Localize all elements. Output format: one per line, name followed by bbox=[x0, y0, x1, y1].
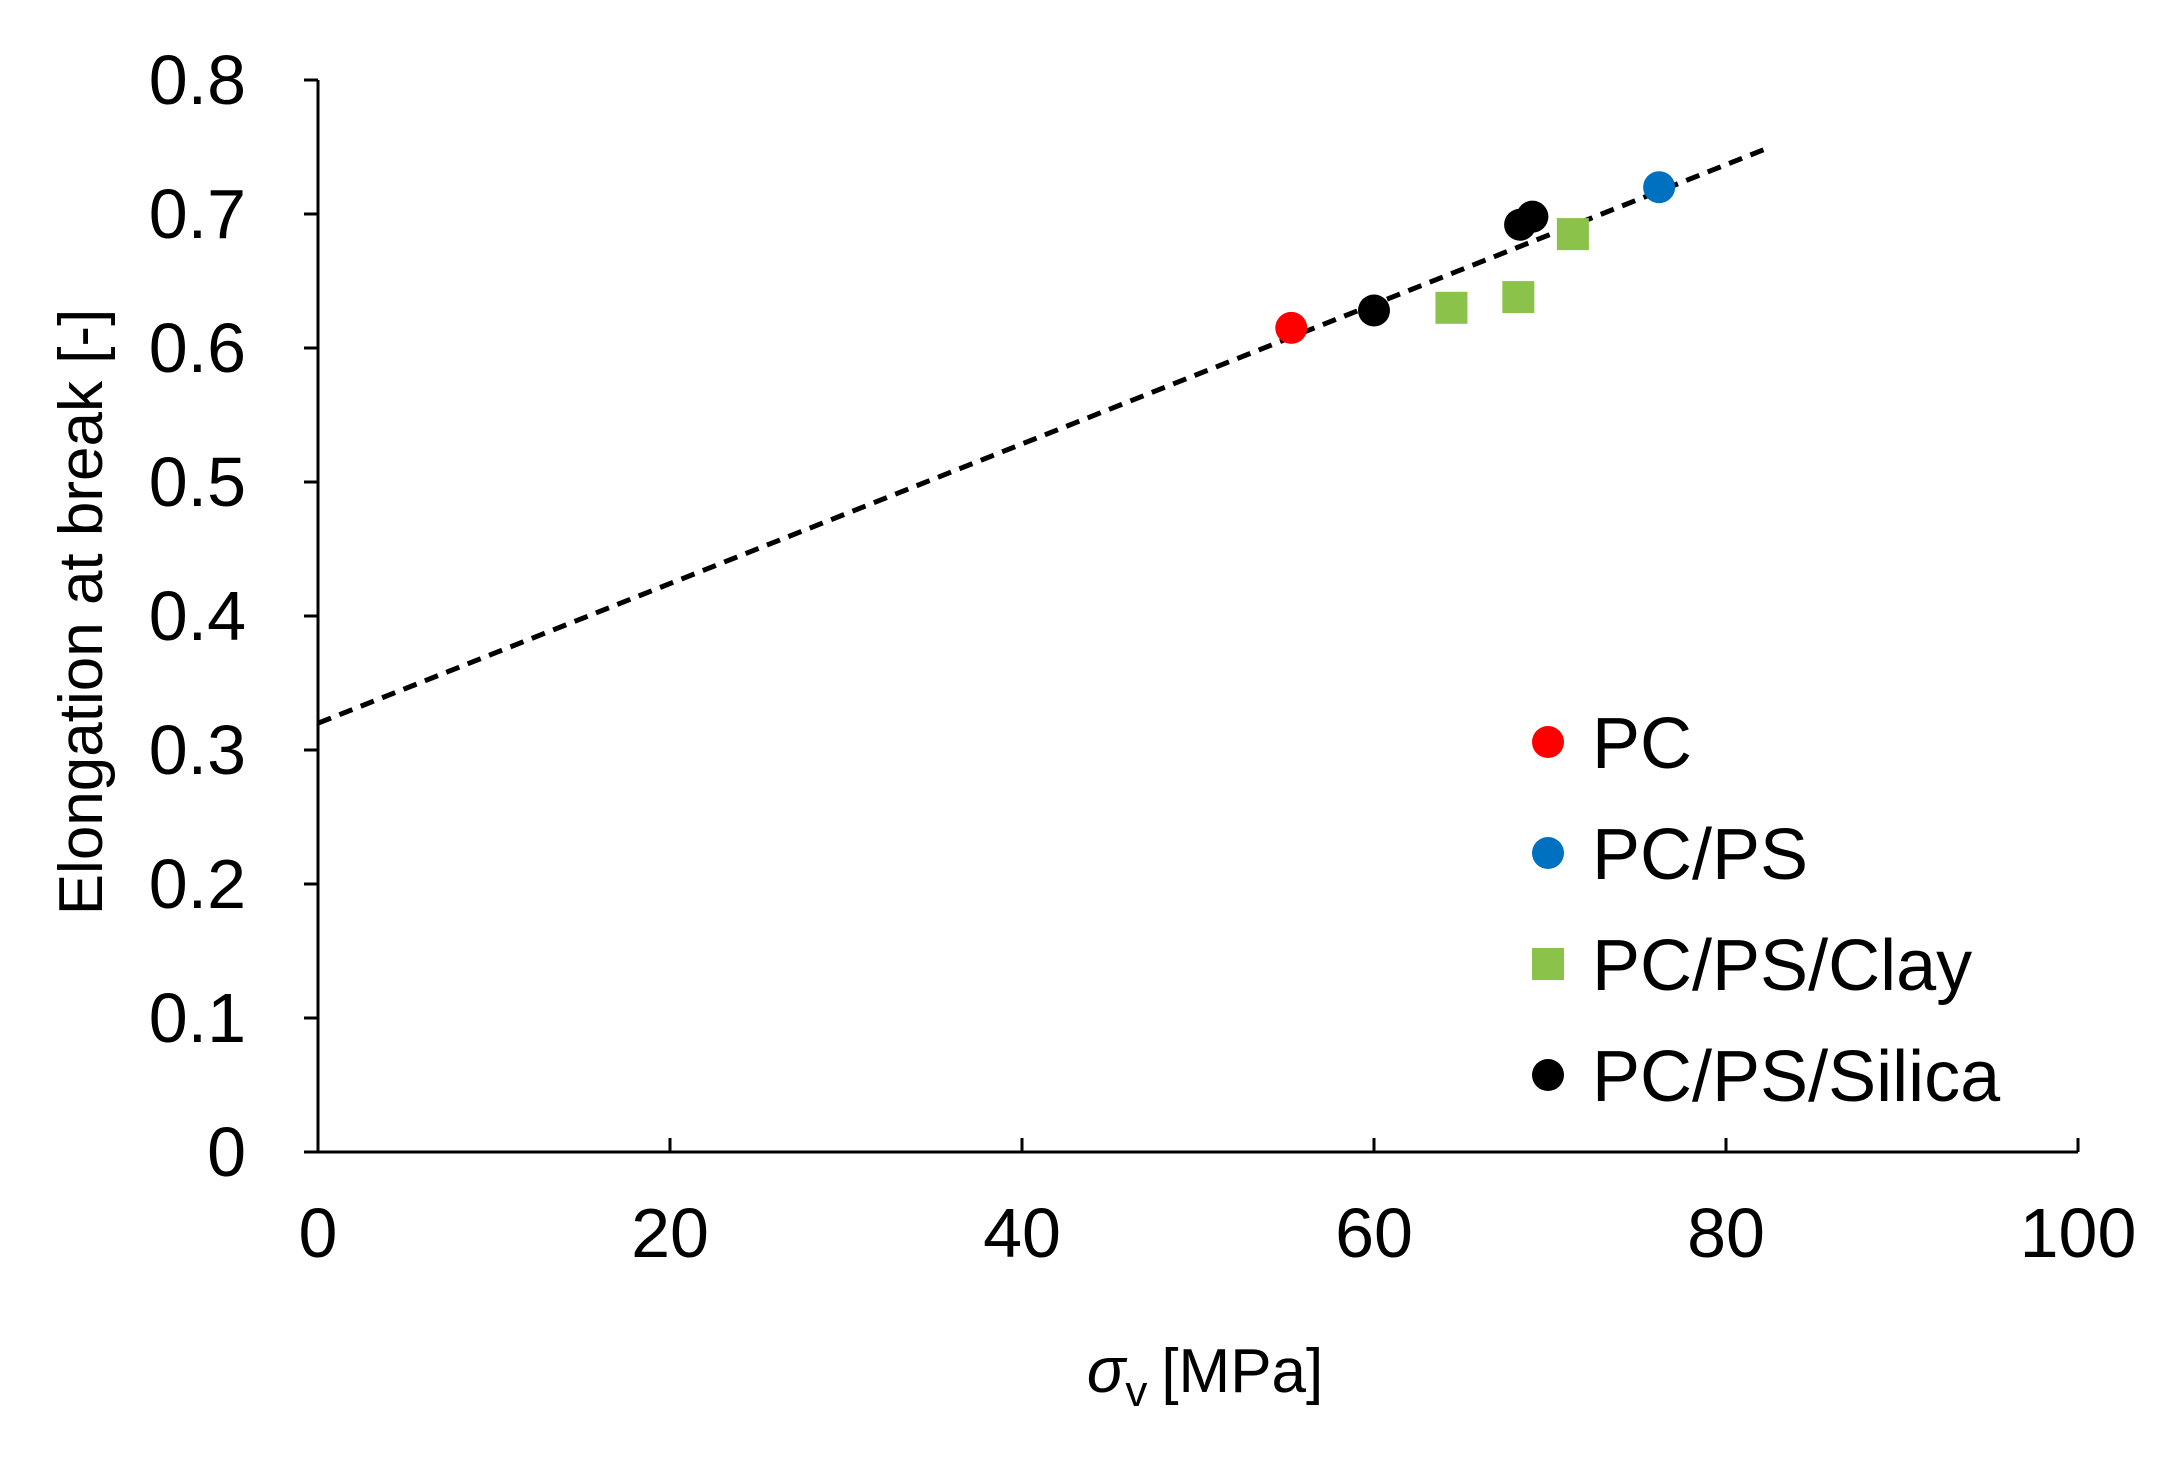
y-tick-label: 0.1 bbox=[149, 979, 246, 1057]
legend: PC PC/PS PC/PS/Clay PC/PS/Silica bbox=[1532, 704, 2001, 1117]
y-tick-label: 0.8 bbox=[149, 41, 246, 119]
x-axis-title: σv [MPa] bbox=[1087, 1334, 1324, 1416]
legend-label-pc-ps: PC/PS bbox=[1592, 815, 1808, 895]
x-axis-subscript: v bbox=[1125, 1367, 1147, 1416]
legend-marker-pc-ps-silica bbox=[1532, 1059, 1564, 1091]
axes: 0 0.1 0.2 0.3 0.4 0.5 0.6 0.7 0.8 0 20 40 60 80 100 bbox=[149, 41, 2137, 1272]
trendline bbox=[317, 147, 1766, 726]
legend-label-pc-ps-silica: PC/PS/Silica bbox=[1592, 1037, 2001, 1117]
data-point-pc-ps-silica bbox=[1358, 294, 1390, 327]
y-tick-label: 0 bbox=[207, 1113, 246, 1191]
plot-area bbox=[317, 147, 1766, 726]
legend-label-pc: PC bbox=[1592, 704, 1692, 784]
x-axis-unit: [MPa] bbox=[1161, 1337, 1323, 1406]
legend-label-pc-ps-clay: PC/PS/Clay bbox=[1592, 926, 1972, 1006]
x-tick-label: 0 bbox=[299, 1194, 338, 1272]
y-tick-label: 0.3 bbox=[149, 711, 246, 789]
x-tick-label: 40 bbox=[983, 1194, 1061, 1272]
data-point-pc-ps bbox=[1643, 171, 1676, 204]
legend-marker-pc bbox=[1532, 726, 1564, 758]
data-point-pc-ps-clay bbox=[1556, 218, 1589, 251]
x-tick-label: 60 bbox=[1335, 1194, 1413, 1272]
data-markers bbox=[1275, 171, 1676, 344]
data-point-pc-ps-clay bbox=[1435, 291, 1468, 324]
legend-marker-pc-ps bbox=[1532, 837, 1564, 869]
y-tick-label: 0.2 bbox=[149, 845, 246, 923]
y-tick-label: 0.5 bbox=[149, 443, 246, 521]
data-point-pc-ps-clay bbox=[1502, 281, 1535, 314]
y-tick-label: 0.4 bbox=[149, 577, 246, 655]
legend-marker-pc-ps-clay bbox=[1532, 948, 1564, 980]
y-tick-label: 0.7 bbox=[149, 175, 246, 253]
x-tick-label: 20 bbox=[631, 1194, 709, 1272]
x-tick-label: 100 bbox=[2020, 1194, 2137, 1272]
data-point-pc-ps-silica bbox=[1516, 200, 1549, 233]
y-axis-title: Elongation at break [-] bbox=[47, 309, 116, 916]
data-point-pc bbox=[1275, 311, 1308, 344]
y-tick-label: 0.6 bbox=[149, 309, 246, 387]
x-axis-symbol: σ bbox=[1087, 1334, 1128, 1406]
x-tick-label: 80 bbox=[1687, 1194, 1765, 1272]
